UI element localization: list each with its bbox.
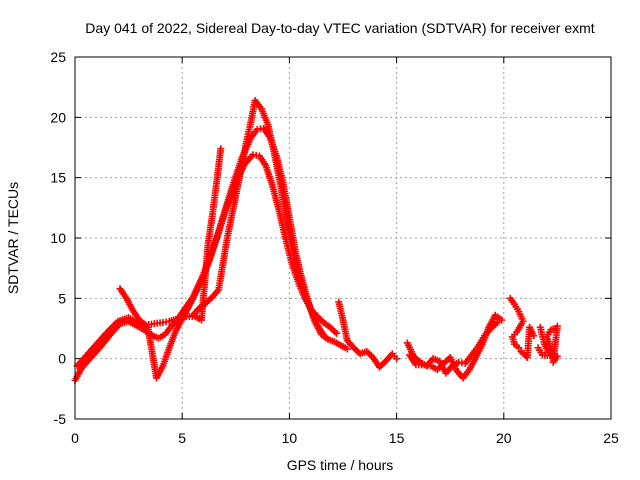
x-tick-label: 0: [71, 430, 79, 446]
series-track-d: [189, 96, 330, 342]
x-tick-label: 5: [178, 430, 186, 446]
grid: [75, 57, 611, 419]
x-tick-label: 20: [496, 430, 512, 446]
x-tick-label: 10: [282, 430, 298, 446]
x-tick-label: 15: [389, 430, 405, 446]
y-tick-labels: -5 0 5 10 15 20 25: [50, 49, 66, 427]
chart-title: Day 041 of 2022, Sidereal Day-to-day VTE…: [85, 20, 594, 36]
data-point: [333, 329, 341, 337]
y-tick-label: 25: [50, 49, 66, 65]
data-points: [71, 96, 561, 384]
series-track-i: [534, 322, 561, 366]
x-tick-label: 25: [603, 430, 619, 446]
data-point: [534, 344, 542, 352]
data-point: [322, 334, 330, 342]
y-tick-label: 10: [50, 230, 66, 246]
y-tick-label: 15: [50, 170, 66, 186]
data-point: [530, 332, 538, 340]
y-tick-label: 5: [58, 290, 66, 306]
series-track-g: [405, 311, 506, 382]
y-tick-label: 20: [50, 109, 66, 125]
x-axis-label: GPS time / hours: [287, 457, 394, 473]
data-point: [393, 355, 401, 363]
series-track-e: [335, 298, 401, 371]
data-point: [515, 344, 523, 352]
y-axis-label: SDTVAR / TECUs: [5, 182, 21, 294]
plot-frame: [74, 56, 612, 420]
x-tick-labels: 0 5 10 15 20 25: [71, 430, 619, 446]
series-track-h: [506, 294, 538, 361]
data-point: [498, 316, 506, 324]
y-tick-label: -5: [54, 411, 67, 427]
y-tick-label: 0: [58, 351, 66, 367]
data-point: [217, 145, 225, 153]
data-point: [343, 345, 351, 353]
